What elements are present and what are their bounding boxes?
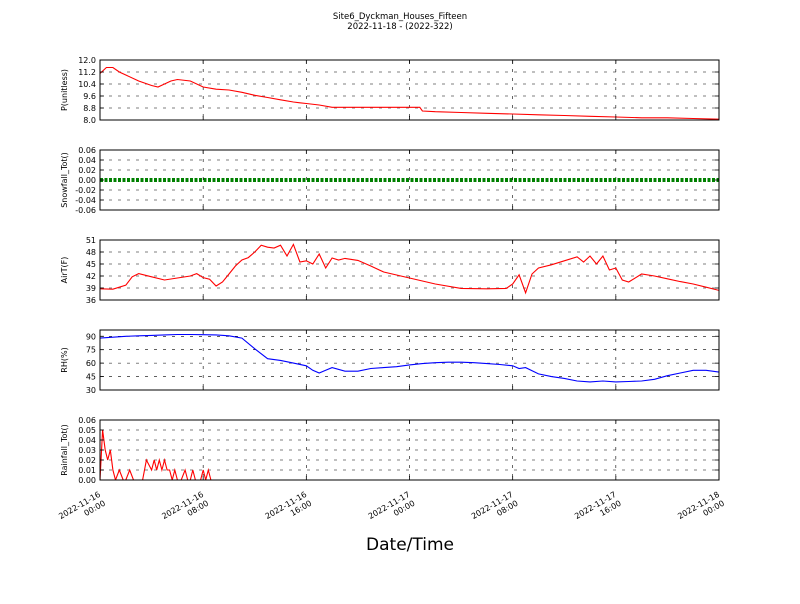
series-line: [100, 429, 719, 480]
y-tick-label: 0.00: [78, 176, 96, 185]
y-tick-label: 0.04: [78, 436, 96, 445]
y-tick-label: -0.06: [75, 206, 96, 215]
y-tick-label: 11.2: [78, 68, 96, 77]
y-tick-label: 8.0: [83, 116, 96, 125]
panel-4: 30 45 60 75 90 RH(%): [60, 329, 720, 395]
panel-2: -0.06-0.04-0.020.000.020.040.06 Snowfall_…: [60, 146, 720, 215]
y-tick-label: 0.03: [78, 446, 96, 455]
x-tick-label: 2022-11-1708:00: [470, 490, 520, 530]
y-tick-label: 8.8: [83, 104, 96, 113]
y-tick-label: 39: [86, 284, 96, 293]
series-line: [100, 243, 719, 295]
y-tick-label: 9.6: [83, 92, 96, 101]
series-line: [100, 333, 719, 383]
y-axis-label: RH(%): [60, 347, 69, 372]
x-tick-label: 2022-11-1616:00: [264, 490, 314, 530]
y-axis-label: Snowfall_Tot(): [60, 152, 69, 208]
y-tick-label: 60: [86, 359, 96, 368]
y-tick-label: 0.02: [78, 456, 96, 465]
x-tick-label: 2022-11-1716:00: [573, 490, 623, 530]
y-tick-label: 0.05: [78, 426, 96, 435]
y-tick-label: 75: [86, 346, 96, 355]
y-axis-label: Rainfall_Tot(): [60, 424, 69, 476]
y-tick-label: 0.00: [78, 476, 96, 485]
figure-title: Site6_Dyckman_Houses_Fifteen: [333, 12, 467, 22]
panel-1: 8.0 8.8 9.6 10.4 11.2 12.0 P(unitless): [60, 56, 720, 125]
y-tick-label: 0.01: [78, 466, 96, 475]
y-tick-label: -0.02: [75, 186, 96, 195]
y-tick-label: 48: [86, 248, 96, 257]
x-tick-label: 2022-11-1800:00: [676, 490, 726, 530]
y-tick-label: 42: [86, 272, 96, 281]
x-tick-label: 2022-11-1700:00: [367, 490, 417, 530]
x-tick-label: 2022-11-1608:00: [160, 490, 210, 530]
panel-5: 0.000.010.020.030.040.050.06 Rainfall_Tot…: [60, 416, 720, 485]
figure-subtitle: 2022-11-18 - (2022-322): [347, 22, 452, 32]
panels: 8.08.89.610.411.212.0P(unitless)-0.06-0.…: [60, 56, 720, 485]
panel-3: 36 39 42 45 48 51 AirT(F): [60, 236, 720, 305]
y-tick-label: 0.06: [78, 146, 96, 155]
x-tick-label: 2022-11-1600:00: [57, 490, 107, 530]
y-tick-label: 12.0: [78, 56, 96, 65]
x-axis-tick-labels: 2022-11-1600:00 2022-11-1608:00 2022-11-16…: [57, 490, 726, 530]
y-tick-label: 10.4: [78, 80, 96, 89]
y-tick-label: 36: [86, 296, 96, 305]
series-line: [100, 66, 719, 120]
y-tick-label: 0.02: [78, 166, 96, 175]
y-tick-label: 45: [86, 373, 96, 382]
y-tick-label: 51: [86, 236, 96, 245]
x-axis-label: Date/Time: [366, 535, 454, 555]
y-tick-label: 90: [86, 332, 96, 341]
y-tick-label: 30: [86, 386, 96, 395]
y-axis-label: P(unitless): [60, 69, 69, 111]
y-tick-label: 45: [86, 260, 96, 269]
y-axis-label: AirT(F): [60, 257, 69, 284]
y-tick-label: 0.04: [78, 156, 96, 165]
y-tick-label: 0.06: [78, 416, 96, 425]
y-tick-label: -0.04: [75, 196, 96, 205]
